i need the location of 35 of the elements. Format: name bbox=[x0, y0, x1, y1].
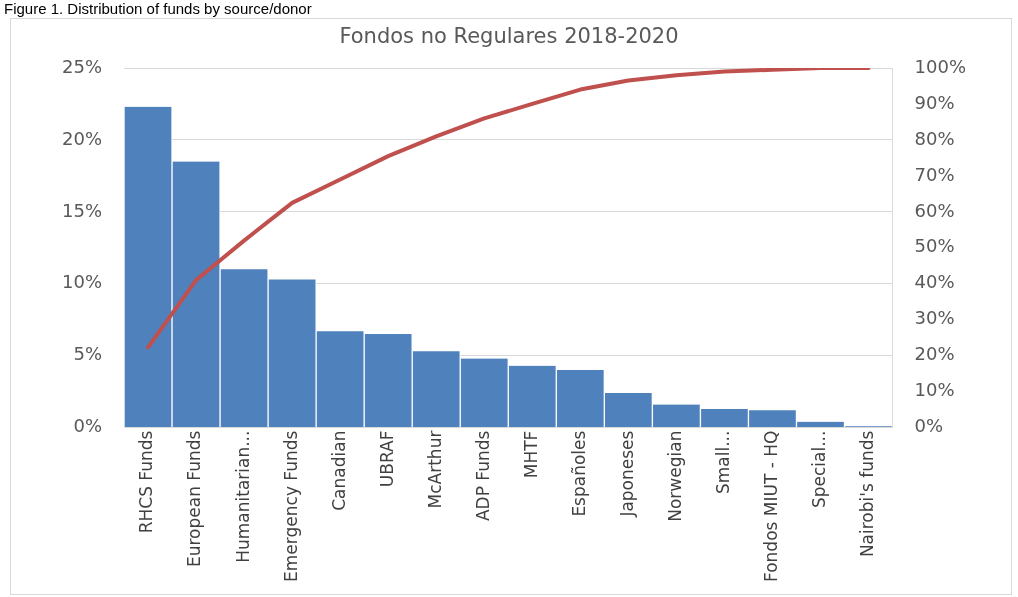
y-tick-label: 20% bbox=[61, 127, 103, 149]
y-tick-label: 25% bbox=[61, 55, 103, 77]
x-tick-label: UBRAF bbox=[376, 430, 397, 488]
x-tick-label: European Funds bbox=[184, 430, 205, 568]
x-tick-label: Españoles bbox=[568, 430, 589, 517]
x-tick-label: RHCS Funds bbox=[136, 430, 157, 534]
y2-tick-label: 90% bbox=[914, 91, 955, 113]
y2-tick-label: 40% bbox=[914, 271, 955, 293]
y2-tick-label: 100% bbox=[914, 55, 967, 77]
x-tick-label: Emergency Funds bbox=[280, 430, 301, 582]
y-tick-label: 5% bbox=[73, 343, 103, 365]
y2-tick-label: 50% bbox=[914, 235, 955, 257]
x-tick-label: McArthur bbox=[424, 430, 445, 509]
x-tick-label: Nairobi's funds bbox=[856, 430, 877, 558]
x-tick-label: Humanitarian... bbox=[232, 430, 253, 563]
x-tick-label: ADP Funds bbox=[472, 430, 493, 522]
y2-tick-label: 0% bbox=[914, 415, 944, 437]
x-tick-label: Canadian bbox=[328, 430, 349, 511]
x-tick-label: Fondos MIUT - HQ bbox=[760, 430, 781, 583]
y2-tick-label: 30% bbox=[914, 307, 955, 329]
y-tick-label: 0% bbox=[73, 415, 103, 437]
y2-tick-label: 20% bbox=[914, 343, 955, 365]
y2-tick-label: 10% bbox=[914, 379, 955, 401]
x-tick-label: Norwegian bbox=[664, 430, 685, 522]
y2-tick-label: 80% bbox=[914, 127, 955, 149]
y-tick-label: 10% bbox=[61, 271, 103, 293]
x-tick-label: Small... bbox=[712, 430, 733, 495]
y-tick-label: 15% bbox=[61, 199, 103, 221]
y2-tick-label: 70% bbox=[914, 163, 955, 185]
x-tick-label: Special... bbox=[808, 430, 829, 509]
x-tick-label: Japoneses bbox=[616, 430, 637, 518]
y2-tick-label: 60% bbox=[914, 199, 955, 221]
x-tick-label: MHTF bbox=[520, 430, 541, 479]
caption: Figure 1. Distribution of funds by source/donor bbox=[4, 0, 312, 17]
chart-title: Fondos no Regulares 2018-2020 bbox=[338, 24, 680, 48]
